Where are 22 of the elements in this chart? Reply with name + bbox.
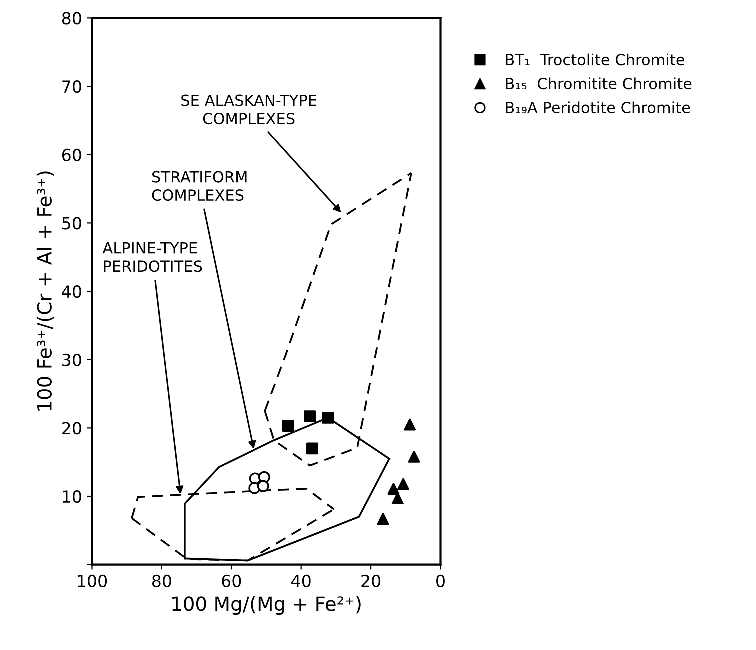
legend-label: B₁₉A Peridotite Chromite xyxy=(506,102,690,114)
x-tick-label: 80 xyxy=(152,574,172,588)
legend-label: B₁₅ Chromitite Chromite xyxy=(506,78,692,90)
annotation: STRATIFORM COMPLEXES xyxy=(152,171,247,202)
x-tick-label: 20 xyxy=(362,574,381,588)
annotation: SE ALASKAN-TYPE COMPLEXES xyxy=(182,94,317,125)
y-tick-label: 30 xyxy=(62,354,82,366)
y-tick-label: 80 xyxy=(62,12,82,25)
x-axis-title: 100 Mg/(Mg + Fe²⁺) xyxy=(172,596,361,616)
y-tick-label: 20 xyxy=(62,422,82,435)
x-tick-label: 60 xyxy=(222,574,242,588)
y-tick-label: 40 xyxy=(62,285,82,298)
y-tick-label: 70 xyxy=(62,80,82,94)
y-tick-label: 50 xyxy=(62,217,82,230)
y-tick-label: 60 xyxy=(62,148,82,162)
x-tick-label: 0 xyxy=(436,574,445,588)
legend-label: BT₁ Troctolite Chromite xyxy=(506,54,684,66)
y-axis-title: 100 Fe³⁺/(Cr + Al + Fe³⁺) xyxy=(36,172,54,411)
y-tick-label: 10 xyxy=(63,490,82,504)
x-tick-label: 40 xyxy=(292,574,311,588)
annotation: ALPINE-TYPE PERIDOTITES xyxy=(102,242,202,272)
x-tick-label: 100 xyxy=(78,574,108,588)
